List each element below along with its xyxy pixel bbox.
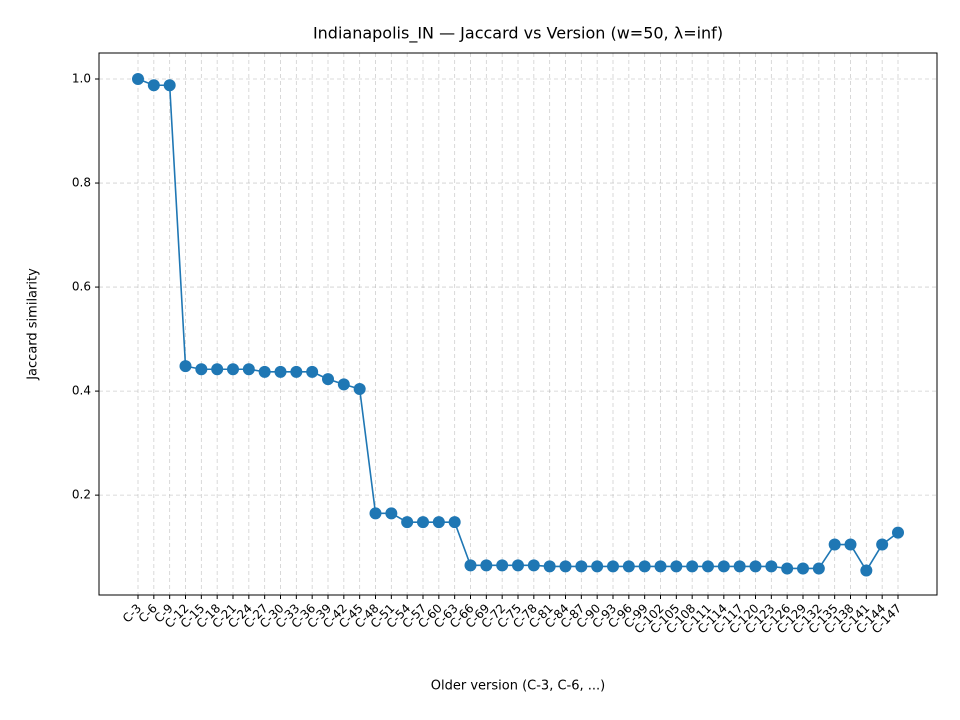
data-point: [717, 560, 730, 573]
data-point: [163, 79, 176, 92]
data-point: [432, 516, 445, 529]
data-point: [480, 559, 493, 572]
data-point: [559, 560, 572, 573]
data-point: [147, 79, 160, 92]
data-point: [670, 560, 683, 573]
data-point: [575, 560, 588, 573]
data-point: [369, 507, 382, 520]
data-point: [607, 560, 619, 573]
data-point: [591, 560, 604, 573]
data-point: [654, 560, 667, 573]
data-point: [749, 560, 762, 573]
y-tick-label: 0.6: [72, 280, 91, 294]
data-point: [464, 559, 477, 572]
data-point: [702, 560, 714, 573]
data-point: [385, 507, 398, 520]
data-point: [892, 526, 904, 539]
y-tick-label: 1.0: [72, 72, 91, 86]
data-point: [496, 559, 509, 572]
data-point: [797, 562, 809, 575]
data-point: [876, 538, 889, 551]
data-point: [179, 360, 192, 373]
data-point: [765, 560, 778, 573]
plot-frame: [98, 52, 938, 596]
data-point: [638, 560, 651, 573]
data-point: [733, 560, 746, 573]
data-point: [527, 559, 540, 572]
data-point: [322, 373, 334, 386]
data-point: [211, 363, 224, 376]
data-point: [337, 378, 350, 391]
y-tick-label: 0.8: [72, 176, 91, 190]
data-point: [195, 363, 208, 376]
chart-title: Indianapolis_IN — Jaccard vs Version (w=…: [313, 24, 723, 44]
data-point: [622, 560, 635, 573]
data-point: [306, 365, 319, 378]
data-point: [781, 562, 794, 575]
x-axis-label: Older version (C-3, C-6, ...): [431, 679, 605, 694]
data-point: [353, 383, 366, 396]
data-point: [812, 562, 825, 575]
data-point: [401, 516, 414, 529]
data-point: [227, 363, 239, 376]
data-point: [686, 560, 699, 573]
data-point: [132, 73, 144, 86]
data-point: [290, 365, 303, 378]
data-point: [258, 365, 271, 378]
data-point: [860, 564, 873, 577]
data-point: [448, 516, 461, 529]
data-point: [242, 363, 255, 376]
data-point: [512, 559, 524, 572]
data-point: [844, 538, 857, 551]
data-point: [543, 560, 556, 573]
y-tick-label: 0.4: [72, 384, 91, 398]
data-point: [274, 365, 287, 378]
y-axis-label: Jaccard similarity: [26, 268, 41, 381]
data-point: [417, 516, 429, 529]
data-point: [828, 538, 841, 551]
y-tick-label: 0.2: [72, 488, 91, 502]
